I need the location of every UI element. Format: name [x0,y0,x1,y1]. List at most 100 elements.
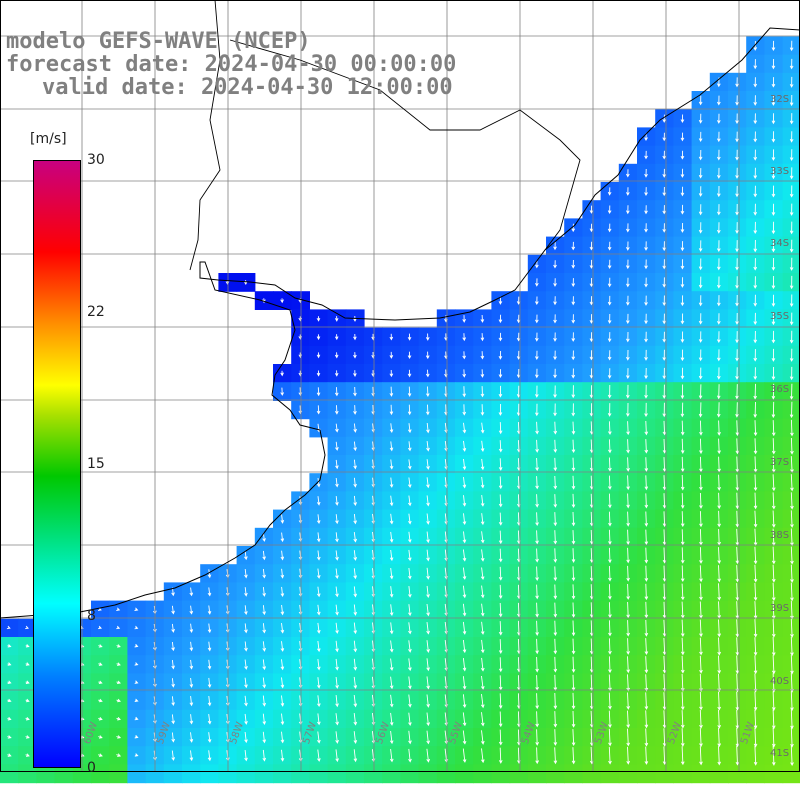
wind-arrow [680,402,685,418]
field-cell [418,764,438,784]
wind-arrow [25,625,29,630]
wind-arrow [535,350,539,361]
wind-arrow [626,169,630,178]
wind-arrow [698,131,703,143]
wind-arrow [771,564,776,583]
wind-arrow [717,637,722,656]
wind-arrow [608,439,612,454]
wind-arrow [408,604,412,617]
wind-arrow [698,240,703,252]
wind-arrow [608,475,612,490]
wind-arrow [280,677,285,689]
wind-arrow [535,638,539,655]
wind-arrow [553,260,557,269]
wind-arrow [662,384,666,399]
wind-arrow [480,314,485,323]
field-cell [455,764,474,784]
wind-arrow [244,605,248,616]
wind-arrow [134,716,139,721]
wind-arrow [571,638,576,655]
wind-arrow [771,600,776,620]
wind-arrow [626,638,630,655]
wind-arrow [498,747,503,764]
wind-arrow [480,585,485,599]
wind-arrow [317,640,321,653]
wind-arrow [407,369,412,378]
wind-arrow [571,511,576,527]
wind-arrow [753,95,758,106]
wind-arrow [735,222,739,234]
wind-arrow [735,420,740,437]
wind-arrow [662,150,667,160]
wind-arrow [626,547,630,564]
wind-arrow [753,239,758,253]
wind-arrow [389,658,394,671]
wind-arrow [644,384,648,399]
wind-arrow [771,420,776,437]
wind-arrow [25,735,30,739]
wind-arrow [334,370,339,377]
wind-arrow [753,474,758,492]
wind-arrow [98,753,103,757]
field-cell [345,764,365,784]
wind-arrow [480,495,485,507]
wind-arrow [790,474,794,492]
wind-arrow [7,753,12,757]
wind-arrow [462,694,467,709]
field-cell [254,764,274,784]
wind-arrow [789,330,794,344]
wind-arrow [262,605,267,616]
lat-label: 34S [770,238,790,249]
wind-arrow [535,747,539,765]
wind-arrow [480,404,485,416]
wind-arrow [608,710,612,729]
wind-arrow [717,547,722,565]
wind-arrow [771,438,776,455]
wind-arrow [498,711,503,728]
wind-arrow [589,296,594,306]
wind-arrow [207,732,212,743]
wind-arrow [426,603,430,617]
wind-arrow [353,713,358,726]
wind-arrow [735,637,740,656]
wind-arrow [7,662,12,666]
field-cell [491,764,511,784]
wind-arrow [7,680,12,684]
wind-arrow [789,203,794,216]
wind-arrow [644,187,648,197]
wind-arrow [353,513,358,525]
wind-arrow [462,351,467,360]
wind-arrow [498,566,503,581]
wind-arrow [789,401,794,419]
field-cell [527,764,547,784]
wind-arrow [462,603,467,617]
wind-arrow [553,620,558,637]
wind-arrow [280,695,285,707]
wind-arrow [790,437,794,455]
wind-arrow [316,514,321,525]
wind-arrow [426,658,430,672]
field-cell [546,764,565,784]
wind-arrow [699,511,703,528]
wind-arrow [462,585,467,599]
wind-arrow [717,456,721,473]
wind-arrow [608,457,612,472]
wind-arrow [98,680,103,685]
field-cell [728,764,747,784]
wind-arrow [262,659,267,671]
wind-arrow [735,349,739,362]
wind-arrow [753,438,758,455]
wind-arrow [407,441,412,452]
field-cell [564,764,583,784]
wind-arrow [116,662,121,666]
wind-arrow [680,746,685,766]
wind-arrow [207,641,212,652]
wind-arrow [426,531,430,544]
wind-arrow [644,583,649,601]
field-cell [127,764,147,784]
wind-arrow [189,605,194,615]
wind-arrow [571,548,576,563]
wind-arrow [608,638,612,655]
wind-arrow [644,420,649,436]
wind-arrow [535,512,539,527]
